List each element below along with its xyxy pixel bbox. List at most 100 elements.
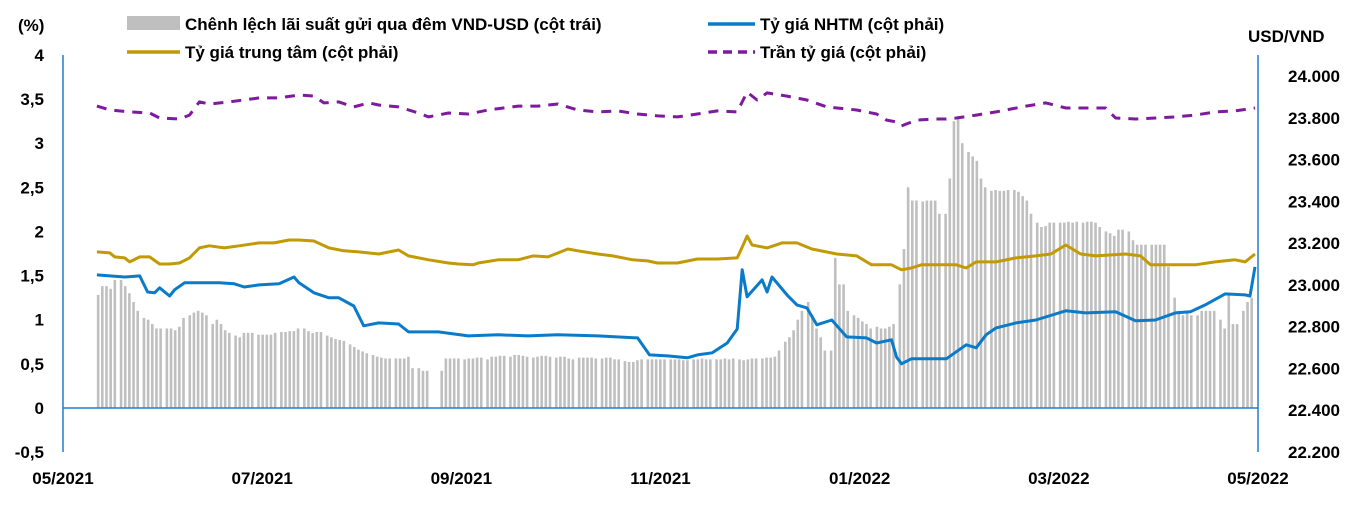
bar	[357, 349, 360, 408]
bar	[490, 356, 493, 408]
bar	[994, 189, 997, 408]
right-tick-label: 22.600	[1288, 359, 1340, 378]
bar	[623, 361, 627, 408]
bar	[1219, 319, 1222, 408]
bar	[754, 358, 758, 408]
bar	[563, 356, 566, 408]
bar	[261, 334, 264, 408]
bar	[159, 328, 162, 408]
bar	[846, 310, 850, 408]
right-tick-label: 23.800	[1288, 109, 1340, 128]
left-axis-ticks: -0,5 0 0,5 1 1,5 2 2,5 3 3,5 4	[15, 46, 45, 462]
bar	[938, 213, 941, 408]
bar	[380, 357, 383, 408]
bar	[188, 315, 192, 408]
bar	[407, 356, 410, 408]
bar	[609, 357, 612, 408]
bar	[559, 356, 562, 408]
bar	[532, 357, 535, 408]
x-axis-ticks: 05/2021 07/2021 09/2021 11/2021 01/2022 03/20…	[32, 469, 1288, 488]
bar	[1190, 315, 1193, 408]
bar	[567, 358, 571, 408]
bar	[571, 359, 575, 408]
bar	[307, 331, 310, 408]
bar	[833, 257, 837, 408]
right-tick-label: 23.200	[1288, 234, 1340, 253]
bar	[113, 279, 117, 408]
bar	[1098, 227, 1101, 408]
bar	[577, 357, 581, 408]
bar	[1035, 222, 1039, 408]
bar	[471, 358, 475, 408]
bar	[815, 328, 818, 408]
bar	[792, 330, 795, 408]
bar	[540, 355, 543, 408]
x-tick-label: 05/2022	[1227, 469, 1288, 488]
bar	[371, 354, 375, 408]
bar	[165, 328, 169, 408]
line-nhtm-rate	[96, 266, 1257, 366]
bar	[182, 317, 185, 408]
bar	[829, 350, 833, 408]
line-ceiling-rate	[96, 90, 1256, 128]
bar	[352, 347, 356, 408]
bar	[463, 359, 466, 408]
right-tick-label: 24.000	[1288, 67, 1340, 86]
bar	[869, 328, 872, 408]
bar	[796, 319, 800, 408]
bar	[211, 324, 214, 408]
bar	[452, 358, 456, 408]
bar	[425, 370, 429, 408]
bar	[681, 360, 685, 408]
bar	[123, 286, 127, 408]
bar	[1013, 189, 1016, 408]
bar	[838, 284, 841, 408]
bar	[861, 321, 864, 408]
bar	[1090, 221, 1093, 408]
bar	[444, 358, 448, 408]
bar	[1173, 297, 1176, 408]
bar	[417, 368, 421, 408]
bar	[1131, 240, 1135, 408]
bar	[284, 332, 287, 408]
bar	[342, 340, 346, 408]
line-series-group	[96, 90, 1257, 366]
line-central-rate	[96, 234, 1256, 272]
bar	[823, 350, 827, 408]
bar	[582, 357, 585, 408]
bar	[502, 355, 506, 408]
bar	[1021, 196, 1024, 408]
bar	[457, 358, 460, 408]
bar	[448, 358, 452, 408]
bar	[196, 310, 200, 408]
left-tick-label: 4	[35, 46, 45, 65]
bar	[128, 293, 131, 408]
bar	[315, 332, 319, 408]
bar	[1196, 315, 1199, 408]
bar	[1223, 328, 1226, 408]
left-tick-label: 3	[35, 134, 44, 153]
bar-series-interest-spread	[96, 116, 1253, 408]
left-tick-label: 0	[35, 399, 44, 418]
bar	[800, 310, 804, 408]
bar	[498, 355, 502, 408]
bar	[246, 332, 250, 408]
bar	[627, 362, 631, 408]
left-tick-label: -0,5	[15, 443, 44, 462]
bar	[719, 359, 723, 408]
bar	[1135, 244, 1139, 408]
bar	[1062, 222, 1066, 408]
bar	[402, 358, 406, 408]
bar	[750, 358, 754, 408]
bar	[1250, 297, 1253, 408]
bar	[394, 358, 398, 408]
bar	[311, 332, 314, 408]
bar	[929, 200, 933, 408]
bar	[1058, 222, 1062, 408]
bar	[205, 315, 208, 408]
bar	[979, 178, 983, 408]
bar	[875, 326, 879, 408]
bar	[228, 332, 231, 408]
bar	[700, 358, 704, 408]
